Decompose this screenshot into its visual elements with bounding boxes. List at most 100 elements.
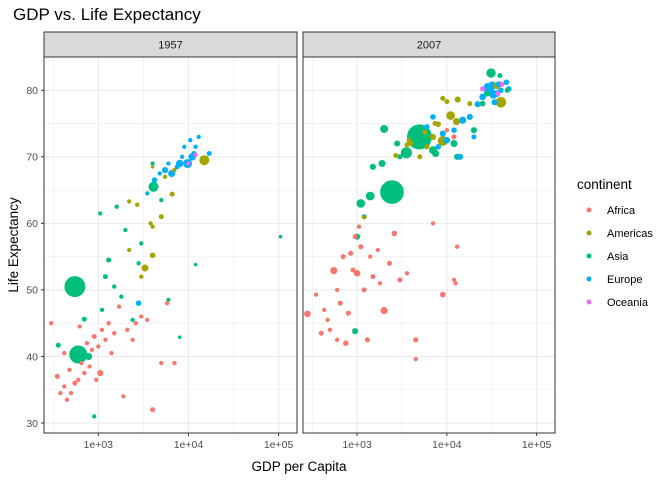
data-point-americas (162, 174, 168, 179)
facet-label-1957: 1957 (158, 40, 182, 52)
data-point-americas (495, 97, 507, 108)
x-tick-label: 1e+03 (342, 439, 372, 451)
data-point-asia (400, 147, 412, 159)
data-point-americas (127, 199, 132, 204)
data-point-africa (444, 128, 450, 133)
data-point-americas (127, 247, 132, 253)
data-point-africa (356, 224, 362, 229)
data-point-asia (397, 154, 403, 160)
data-point-africa (82, 370, 87, 376)
data-point-asia (356, 199, 366, 208)
data-point-africa (404, 271, 410, 276)
data-point-africa (121, 394, 126, 399)
data-point-europe (145, 191, 150, 196)
data-point-africa (72, 380, 78, 386)
data-point-europe (459, 116, 467, 124)
data-point-africa (380, 307, 388, 315)
data-point-africa (325, 317, 330, 323)
data-point-africa (172, 360, 177, 366)
data-point-asia (139, 241, 144, 246)
data-point-americas (158, 214, 164, 220)
data-point-africa (364, 337, 370, 343)
data-point-africa (84, 341, 90, 346)
data-point-americas (432, 121, 438, 126)
legend-title: continent (577, 177, 632, 192)
data-point-africa (96, 344, 101, 349)
data-point-asia (352, 328, 359, 335)
facet-strip-2007 (302, 31, 556, 58)
data-point-asia (99, 307, 105, 313)
data-point-asia (369, 163, 376, 170)
data-point-africa (375, 247, 380, 253)
data-point-africa (334, 287, 340, 293)
data-point-africa (62, 384, 67, 389)
data-point-africa (76, 377, 81, 382)
data-point-americas (199, 155, 210, 166)
data-point-americas (393, 153, 399, 158)
data-point-americas (148, 221, 153, 226)
data-point-asia (278, 234, 283, 239)
data-point-americas (150, 224, 155, 229)
data-point-americas (440, 95, 446, 101)
data-point-africa (343, 340, 349, 347)
data-point-asia (486, 68, 496, 78)
data-point-africa (164, 301, 170, 306)
data-point-europe (491, 99, 498, 106)
x-tick-label: 1e+05 (522, 439, 552, 451)
data-point-africa (334, 337, 340, 342)
data-point-africa (64, 397, 70, 402)
data-point-americas (444, 99, 450, 105)
data-point-africa (99, 327, 105, 332)
legend-key-asia (586, 253, 592, 259)
x-tick-label: 1e+03 (84, 439, 114, 451)
data-point-europe (135, 300, 142, 307)
chart-title: GDP vs. Life Expectancy (13, 5, 201, 24)
data-point-africa (106, 321, 111, 326)
data-point-africa (454, 244, 460, 249)
data-point-africa (377, 281, 383, 286)
data-point-americas (424, 144, 430, 150)
data-point-asia (148, 181, 159, 192)
legend-label-oceania: Oceania (607, 297, 649, 309)
data-point-africa (112, 331, 117, 336)
data-point-americas (417, 154, 423, 160)
data-point-oceania (480, 86, 486, 92)
data-point-asia (106, 257, 112, 263)
data-point-africa (304, 310, 311, 318)
data-point-africa (94, 377, 99, 382)
panel-border (43, 56, 298, 434)
y-tick-label: 50 (26, 285, 38, 297)
data-point-africa (97, 370, 104, 377)
data-point-africa (322, 307, 327, 313)
data-point-africa (318, 330, 324, 336)
data-point-americas (454, 96, 461, 103)
data-point-europe (157, 171, 162, 176)
data-point-oceania (495, 91, 501, 97)
data-point-asia (394, 140, 401, 147)
data-point-asia (64, 276, 86, 298)
data-point-europe (166, 161, 171, 166)
data-point-africa (330, 267, 338, 275)
data-point-africa (54, 373, 60, 379)
data-point-europe (474, 101, 481, 108)
data-point-africa (327, 327, 333, 332)
legend: continent Africa Americas Asia Europe Oceani… (577, 177, 653, 309)
panel-border (302, 56, 556, 434)
data-point-africa (79, 360, 84, 366)
data-point-africa (48, 321, 54, 326)
data-point-asia (497, 73, 503, 79)
data-point-asia (69, 345, 88, 364)
data-point-americas (150, 165, 155, 169)
data-point-americas (429, 133, 437, 140)
legend-label-europe: Europe (607, 274, 642, 286)
y-tick-label: 70 (26, 152, 38, 164)
data-point-europe (456, 153, 464, 160)
data-point-africa (451, 277, 457, 283)
data-point-africa (150, 407, 156, 413)
data-point-asia (378, 159, 386, 168)
facet-panel-1957: 1957 1e+03 1e+04 1e+05 (43, 31, 298, 451)
data-point-asia (479, 100, 486, 107)
data-point-africa (440, 291, 446, 298)
data-point-africa (109, 350, 114, 356)
data-point-europe (161, 167, 169, 174)
